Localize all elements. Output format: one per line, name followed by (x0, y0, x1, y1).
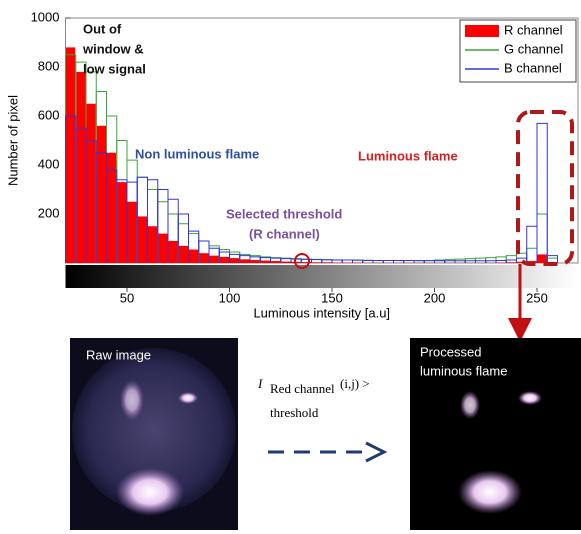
formula-args: (i,j) > (340, 376, 370, 391)
bar (138, 216, 147, 263)
bar (538, 254, 547, 263)
bar (148, 226, 157, 263)
bar (507, 262, 516, 263)
bar (128, 202, 137, 263)
bar (158, 234, 167, 263)
y-tick-label: 400 (38, 156, 60, 171)
raw-flame (178, 392, 198, 404)
annotation: Luminous flame (358, 148, 458, 163)
bar (312, 262, 321, 263)
y-tick-label: 1000 (31, 9, 60, 24)
bar (169, 241, 178, 263)
processed-flame (460, 391, 480, 419)
bar (199, 253, 208, 263)
bar (97, 126, 106, 263)
formula-threshold: threshold (270, 405, 319, 420)
bar (107, 153, 116, 263)
y-axis-label: Number of pixel (5, 95, 20, 186)
legend-label: G channel (504, 41, 563, 56)
bar (76, 72, 85, 263)
x-tick-label: 50 (120, 290, 134, 305)
bar (251, 260, 260, 263)
x-axis-label: Luminous intensity [a.u] (253, 305, 390, 320)
bar (271, 261, 280, 263)
processed-label: luminous flame (420, 363, 507, 378)
processed-label: Processed (420, 344, 481, 359)
x-tick-label: 100 (219, 290, 241, 305)
annotation: window & (82, 41, 144, 56)
bar (322, 262, 331, 263)
y-tick-label: 800 (38, 58, 60, 73)
x-tick-label: 150 (321, 290, 343, 305)
bar (240, 259, 249, 263)
bar (220, 257, 229, 263)
raw-flame (120, 380, 144, 420)
bar (179, 246, 188, 263)
bar (117, 182, 126, 263)
bar (210, 256, 219, 263)
bar (189, 250, 198, 263)
annotation: Out of (83, 21, 122, 36)
bar (261, 261, 270, 263)
annotation: Selected threshold (226, 206, 342, 221)
intensity-scale (66, 265, 579, 288)
formula-symbol: I (257, 376, 263, 391)
figure: 200 400 600 800 1000 50 100 150 200 250 Luminous i… (0, 0, 581, 534)
legend-label: B channel (504, 60, 562, 75)
raw-label: Raw image (86, 347, 151, 362)
bar (281, 262, 290, 263)
y-tick-label: 200 (38, 205, 60, 220)
annotation: low signal (83, 61, 146, 76)
raw-flame (116, 468, 184, 516)
y-tick-label: 600 (38, 107, 60, 122)
processed-flame (518, 391, 542, 405)
bar (66, 47, 75, 263)
legend-label: R channel (504, 22, 563, 37)
arrow-head (366, 443, 384, 461)
legend-swatch (465, 25, 499, 37)
processed-flame (458, 470, 522, 514)
formula-subscript: Red channel (270, 381, 335, 396)
bar (87, 104, 96, 263)
x-tick-label: 250 (526, 290, 548, 305)
bar (230, 258, 239, 263)
annotation: Non luminous flame (135, 146, 259, 161)
x-tick-label: 200 (424, 290, 446, 305)
annotation: (R channel) (249, 226, 320, 241)
